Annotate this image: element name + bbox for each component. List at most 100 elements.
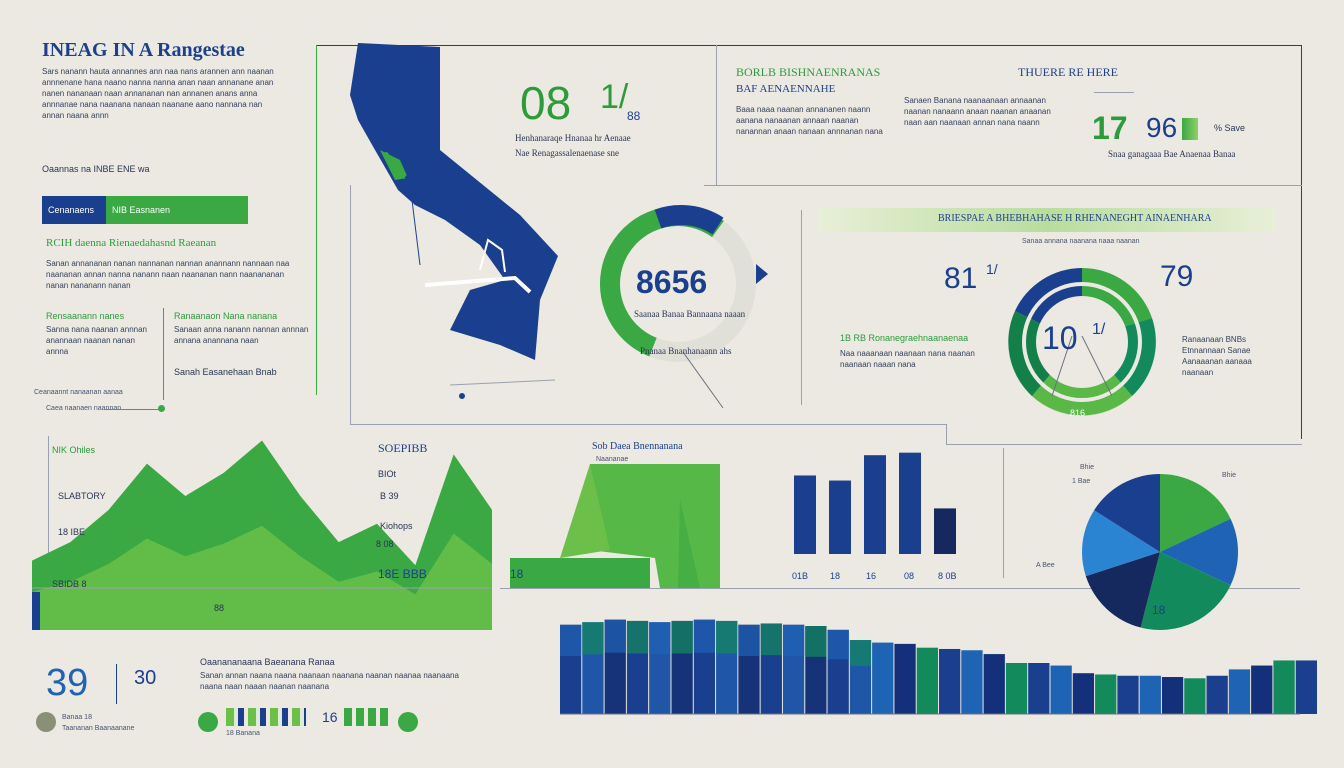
wide-bar-30 xyxy=(1228,669,1251,714)
mid-label: 18 xyxy=(510,567,524,581)
left-sub2-text: Sanaan anna nanann nannan annnan annana … xyxy=(174,325,309,345)
pie-slice-5 xyxy=(1094,474,1160,552)
wide-bar-29 xyxy=(1206,675,1228,714)
wide-bar-27 xyxy=(1161,677,1184,714)
green-block xyxy=(510,464,720,588)
area-secondary xyxy=(32,525,492,630)
topright-text: Sanaen Banana naanaanaan annaanan naanan… xyxy=(904,96,1051,127)
pie-label-d: A Bee xyxy=(1036,562,1055,569)
bar-label-4: 8 0B xyxy=(938,571,957,581)
donut-left-text: Naa naaanaan naanaan nana naanan naanaan… xyxy=(840,349,975,369)
map-road xyxy=(424,275,532,294)
bottom-label-d: 18 Banana xyxy=(226,730,260,737)
area-left-line xyxy=(48,436,49,556)
bottom-heading: Oaanananaana Baeanana Ranaa xyxy=(200,657,335,667)
area-center-label: 88 xyxy=(214,603,225,613)
bar-3 xyxy=(899,452,921,554)
bar-0 xyxy=(794,475,816,554)
gauge-arc-navy xyxy=(654,205,724,235)
pie-slice-0 xyxy=(1160,474,1231,552)
map-main-value: 08 xyxy=(520,77,572,129)
donut-center-value: 10 xyxy=(1042,320,1078,356)
badge-text: Banaa 18 xyxy=(62,714,92,721)
donut-banner xyxy=(818,208,1276,232)
left-foot2: Caea naanaen naannan xyxy=(46,405,122,412)
wide-bar-top-4 xyxy=(649,622,671,655)
wide-bar-top-8 xyxy=(738,624,760,656)
wide-bar-33 xyxy=(1295,660,1317,714)
donut-bottom-label: 816 xyxy=(1070,408,1086,418)
right-col-divider xyxy=(801,210,802,405)
pie-slice-1 xyxy=(1160,518,1238,586)
mid-border-f xyxy=(946,444,1302,445)
wide-bar-top-7 xyxy=(716,620,738,654)
area-label-2: SLABTORY xyxy=(58,491,106,501)
wide-bar-24 xyxy=(1095,674,1117,714)
mid-sub: Naananae xyxy=(596,456,629,463)
pie-slice-4 xyxy=(1082,510,1160,577)
bar-label-0: 01B xyxy=(792,571,809,581)
bar-label-1: 18 xyxy=(830,571,841,581)
wide-bar-top-11 xyxy=(805,626,827,657)
wide-bar-top-6 xyxy=(693,619,716,653)
tab-label-1: Cenanaens xyxy=(48,205,95,215)
wide-bar-23 xyxy=(1072,673,1095,714)
wide-bar-top-2 xyxy=(604,619,626,653)
page-title: INEAG IN A Rangestae xyxy=(42,39,245,61)
bottom-mini-bars-2 xyxy=(344,708,388,726)
donut-left-text-heading: 1B RB Ronanegraehnaanaenaa xyxy=(840,333,969,343)
wide-bar-top-1 xyxy=(582,622,604,655)
badge-text-2: Taananan Baanaanane xyxy=(62,725,135,732)
map-small-value: 88 xyxy=(627,109,641,123)
stat-value-b: 30 xyxy=(134,667,157,689)
area-label-1: NIK Ohiles xyxy=(52,445,96,455)
wide-bar-22 xyxy=(1050,665,1072,714)
mid-border-d xyxy=(350,424,946,425)
map-road-2 xyxy=(479,238,506,273)
wide-bar-top-13 xyxy=(849,640,872,666)
bar-1 xyxy=(829,480,851,554)
topmid-heading-1: BORLB BISHNAENRANAS xyxy=(736,65,881,79)
gauge-caption: Saanaa Banaa Bannaana naaan xyxy=(634,309,746,319)
bottom-dot-left xyxy=(198,712,218,732)
left-border xyxy=(316,45,317,395)
wide-bar-19 xyxy=(983,654,1005,714)
topright-bar xyxy=(1182,118,1198,140)
left-heading: RCIH daenna Rienaedahasnd Raeanan xyxy=(46,237,217,249)
area-legend-title: SOEPIBB xyxy=(378,441,428,455)
stat-value-a: 39 xyxy=(46,662,89,704)
gauge-marker xyxy=(756,264,768,284)
left-divider xyxy=(163,308,164,400)
wide-bar-28 xyxy=(1184,678,1206,714)
wide-bar-20 xyxy=(1005,663,1028,714)
wide-bar-17 xyxy=(939,648,961,714)
bar-label-3: 08 xyxy=(904,571,915,581)
wide-bar-31 xyxy=(1251,665,1273,714)
right-border xyxy=(1301,45,1302,439)
mid-border-c xyxy=(350,185,351,425)
wide-bar-top-10 xyxy=(782,624,805,656)
bottom-text: Sanan annan naana naana naanaan naanana … xyxy=(200,671,459,691)
map-coast-accent xyxy=(380,150,408,180)
pie-label-c: Bhie xyxy=(1222,472,1237,479)
donut-chart xyxy=(1008,268,1156,416)
mid-border-a xyxy=(716,45,717,185)
top-border xyxy=(316,45,1302,46)
donut-center-unit: 1/ xyxy=(1092,321,1106,338)
map-caption-2: Nae Renagassalenaenase sne xyxy=(515,148,619,158)
lower-divider xyxy=(1003,448,1004,578)
topmid-heading-2: BAF AENAENNAHE xyxy=(736,83,836,95)
wide-bar-top-12 xyxy=(827,629,849,660)
area-chart xyxy=(32,440,492,630)
wide-bar-16 xyxy=(916,647,938,714)
pie-slice-3 xyxy=(1085,552,1160,628)
map-caption-1: Henhanaraqe Hnanaa hr Aenaae xyxy=(515,133,631,143)
wide-bar-25 xyxy=(1117,675,1139,714)
bar-label-2: 16 xyxy=(866,571,877,581)
pie-slice-2 xyxy=(1140,552,1231,630)
wide-bar-18 xyxy=(961,650,983,714)
topright-heading: THUERE RE HERE xyxy=(1018,65,1118,79)
area-edge-bar xyxy=(32,592,40,630)
tab-active[interactable] xyxy=(42,196,106,224)
donut-left-value: 81 xyxy=(944,262,978,295)
